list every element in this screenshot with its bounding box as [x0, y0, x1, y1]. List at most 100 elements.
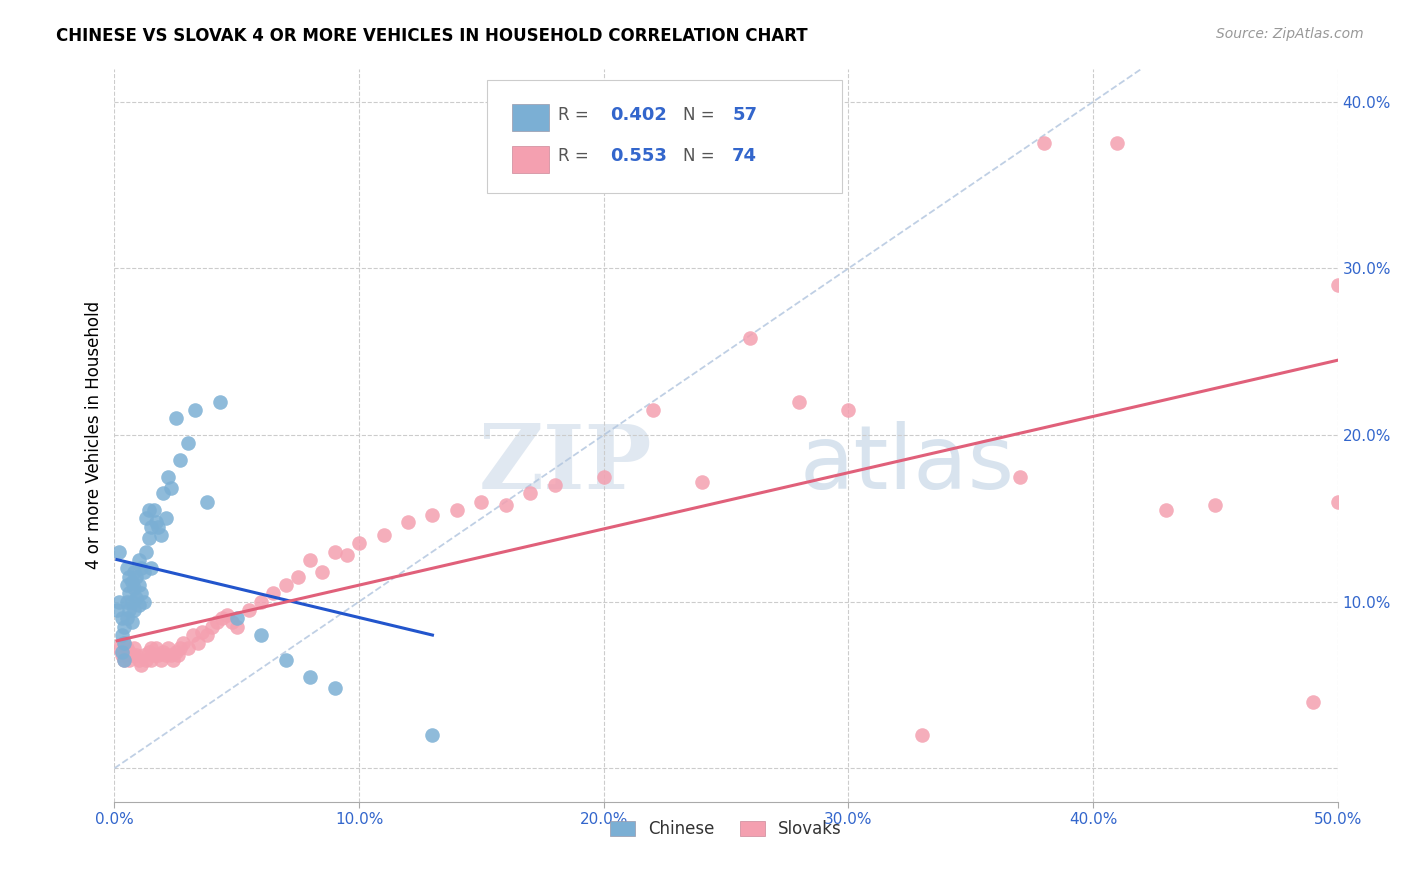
Point [152, 486, 174, 500]
Point [837, 403, 859, 417]
Point [299, 670, 322, 684]
Point [122, 582, 145, 596]
Text: N =: N = [683, 106, 720, 124]
Point [221, 615, 243, 629]
Point [139, 653, 162, 667]
Point [172, 636, 194, 650]
Point [112, 653, 135, 667]
Point [148, 519, 170, 533]
Point [181, 628, 204, 642]
Point [111, 628, 134, 642]
Point [125, 569, 148, 583]
Point [135, 511, 157, 525]
Point [177, 436, 200, 450]
Point [184, 403, 207, 417]
Point [373, 528, 395, 542]
Point [238, 603, 260, 617]
Point [262, 586, 284, 600]
Point [422, 508, 444, 522]
Point [125, 648, 148, 662]
Point [495, 498, 517, 512]
Point [167, 648, 190, 662]
Point [118, 653, 141, 667]
Point [139, 561, 162, 575]
Point [911, 728, 934, 742]
Point [131, 561, 153, 575]
Point [128, 653, 150, 667]
Point [135, 544, 157, 558]
Point [165, 411, 187, 425]
Point [112, 636, 135, 650]
Point [138, 503, 160, 517]
Point [1156, 503, 1178, 517]
Point [1326, 494, 1348, 508]
Point [169, 641, 191, 656]
Point [121, 648, 143, 662]
Point [105, 603, 128, 617]
Text: R =: R = [558, 106, 595, 124]
Point [138, 532, 160, 546]
Point [211, 611, 233, 625]
FancyBboxPatch shape [512, 104, 548, 131]
Point [128, 553, 150, 567]
Point [108, 544, 131, 558]
Text: ZIP: ZIP [479, 421, 652, 508]
Point [108, 641, 131, 656]
Point [142, 648, 165, 662]
Point [115, 594, 138, 608]
Point [145, 641, 167, 656]
Point [125, 591, 148, 606]
Point [225, 611, 247, 625]
Point [336, 548, 359, 562]
Point [215, 607, 238, 622]
Point [162, 653, 184, 667]
Text: 0.553: 0.553 [610, 147, 666, 166]
Point [544, 478, 567, 492]
Point [122, 603, 145, 617]
Point [274, 653, 297, 667]
Point [470, 494, 492, 508]
Point [131, 657, 153, 672]
Point [323, 544, 346, 558]
Point [155, 648, 177, 662]
Point [159, 481, 181, 495]
Point [135, 653, 157, 667]
Point [111, 648, 134, 662]
Y-axis label: 4 or more Vehicles in Household: 4 or more Vehicles in Household [86, 301, 103, 569]
Point [128, 598, 150, 612]
Text: 0.402: 0.402 [610, 106, 666, 124]
Point [139, 519, 162, 533]
Point [287, 569, 309, 583]
Point [152, 645, 174, 659]
Point [139, 641, 162, 656]
Text: R =: R = [558, 147, 595, 166]
Point [250, 594, 273, 608]
FancyBboxPatch shape [488, 79, 842, 194]
Point [169, 453, 191, 467]
Point [121, 594, 143, 608]
Point [157, 469, 180, 483]
Point [299, 553, 322, 567]
Point [112, 620, 135, 634]
Point [347, 536, 370, 550]
Text: Source: ZipAtlas.com: Source: ZipAtlas.com [1216, 27, 1364, 41]
Point [145, 515, 167, 529]
Point [148, 648, 170, 662]
Text: N =: N = [683, 147, 720, 166]
Point [250, 628, 273, 642]
Point [131, 586, 153, 600]
Point [149, 528, 172, 542]
Point [121, 615, 143, 629]
Point [155, 511, 177, 525]
Point [132, 648, 155, 662]
Point [789, 394, 811, 409]
Point [1326, 278, 1348, 293]
Point [128, 578, 150, 592]
Point [519, 486, 541, 500]
Point [446, 503, 468, 517]
Point [142, 503, 165, 517]
Point [121, 574, 143, 589]
Point [1204, 498, 1226, 512]
Legend: Chinese, Slovaks: Chinese, Slovaks [603, 814, 849, 845]
Point [1302, 695, 1324, 709]
